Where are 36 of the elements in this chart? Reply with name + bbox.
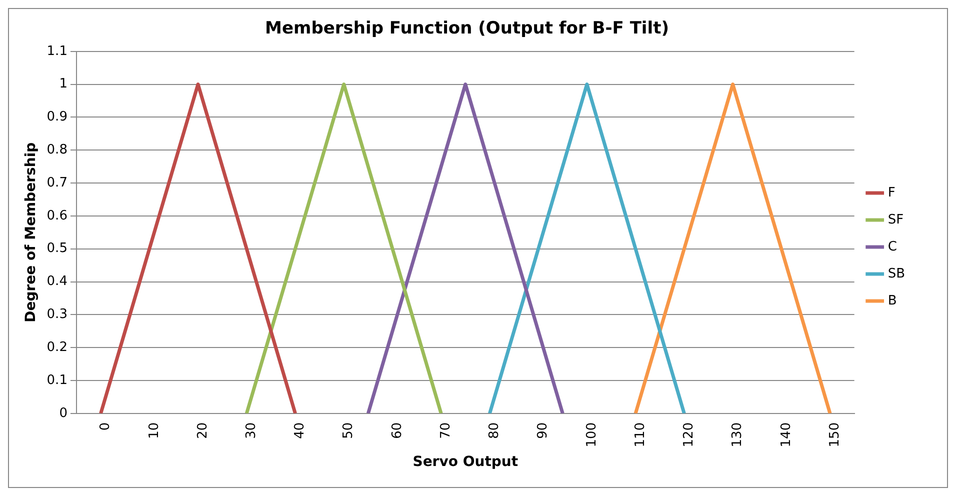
x-tick-label: 50 bbox=[341, 422, 356, 439]
x-tick-label: 80 bbox=[487, 422, 502, 439]
y-tick-label: 0.5 bbox=[46, 241, 68, 256]
x-tick-label: 20 bbox=[195, 422, 210, 439]
x-tick-label: 60 bbox=[390, 422, 405, 439]
y-tick-label: 1.1 bbox=[46, 44, 68, 59]
y-tick-label: 0.8 bbox=[46, 142, 68, 158]
x-tick-label: 100 bbox=[584, 422, 600, 448]
y-tick-label: 0.9 bbox=[46, 110, 68, 125]
x-tick-label: 90 bbox=[536, 422, 551, 439]
x-tick-label: 0 bbox=[98, 422, 114, 431]
x-tick-label: 110 bbox=[632, 422, 648, 448]
x-tick-label: 140 bbox=[778, 422, 794, 448]
y-tick-label: 0.6 bbox=[46, 208, 68, 224]
y-tick-label: 0.7 bbox=[46, 175, 68, 190]
x-tick-label: 130 bbox=[730, 422, 746, 448]
legend-label: F bbox=[888, 185, 896, 200]
x-tick-label: 70 bbox=[438, 422, 454, 439]
y-tick-label: 1 bbox=[59, 76, 68, 92]
x-tick-label: 30 bbox=[244, 422, 260, 439]
x-tick-label: 120 bbox=[682, 422, 697, 448]
x-tick-label: 40 bbox=[292, 422, 308, 439]
chart-title: Membership Function (Output for B-F Tilt) bbox=[265, 18, 669, 39]
x-tick-label: 10 bbox=[146, 422, 162, 439]
y-axis-title: Degree of Membership bbox=[23, 142, 40, 322]
legend-label: B bbox=[888, 293, 897, 308]
y-tick-label: 0.3 bbox=[46, 307, 68, 322]
y-tick-label: 0 bbox=[59, 406, 68, 421]
y-tick-label: 0.2 bbox=[46, 340, 68, 355]
y-tick-label: 0.4 bbox=[46, 274, 68, 290]
x-axis-title: Servo Output bbox=[412, 454, 518, 470]
x-tick-label: 150 bbox=[827, 422, 842, 448]
legend-label: SF bbox=[888, 212, 904, 228]
y-tick-label: 0.1 bbox=[46, 372, 68, 388]
legend-label: SB bbox=[888, 266, 905, 282]
legend-label: C bbox=[888, 239, 897, 254]
